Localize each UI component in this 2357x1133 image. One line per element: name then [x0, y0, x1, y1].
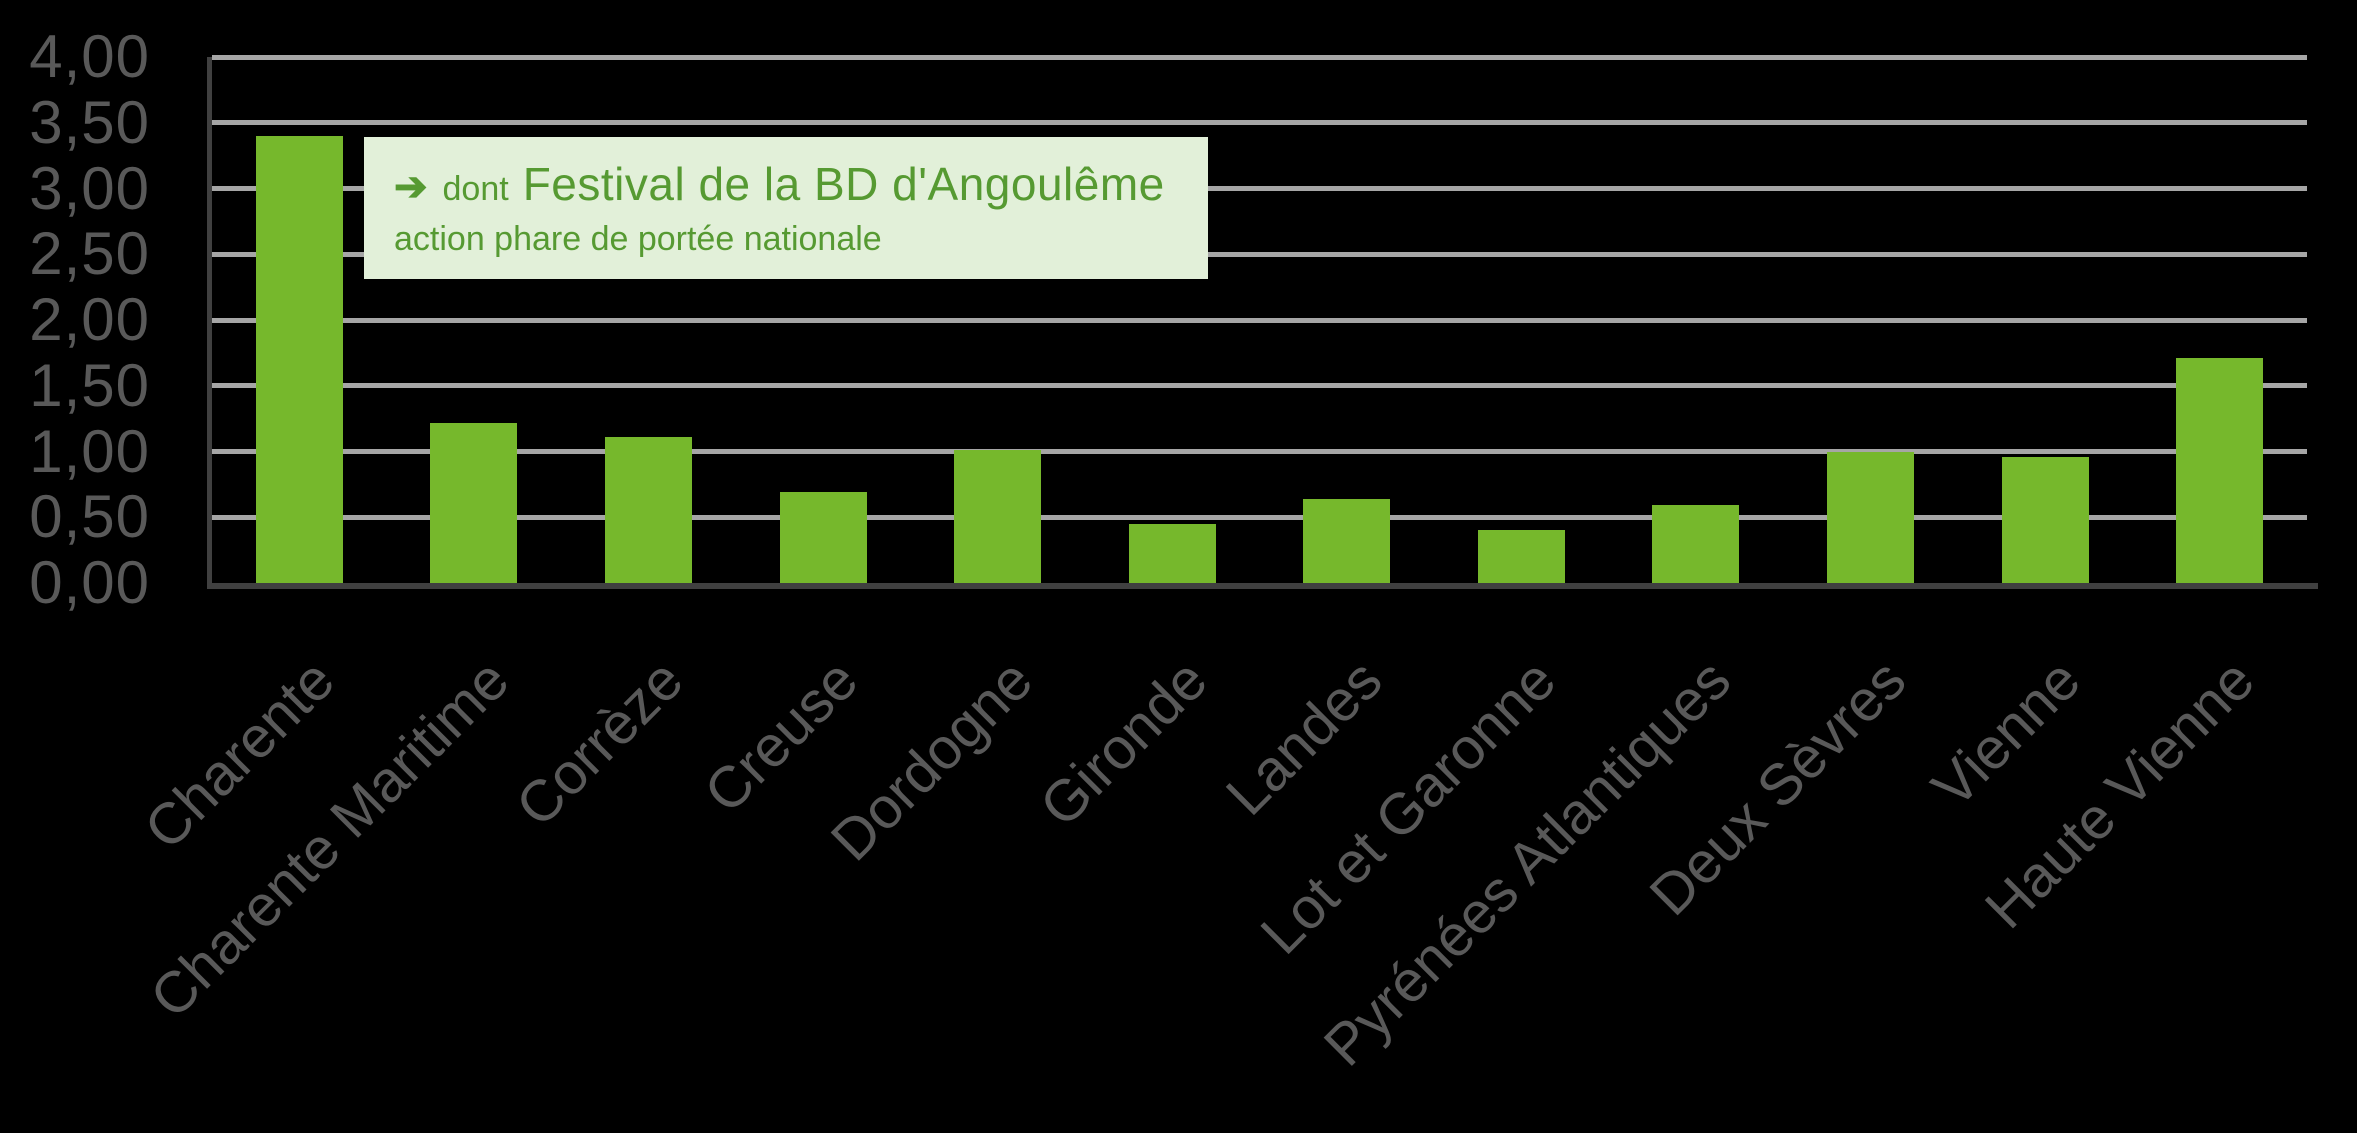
grid-line: [212, 120, 2307, 126]
bar-deux-s-vres: [1827, 451, 1915, 583]
bar-dordogne: [954, 450, 1042, 583]
y-tick-label: 3,00: [29, 154, 150, 222]
bar-gironde: [1128, 523, 1216, 583]
grid-line: [212, 449, 2307, 454]
y-tick-label: 2,00: [29, 286, 150, 353]
x-axis-line: [207, 583, 2318, 589]
bar-creuse: [779, 492, 867, 583]
grid-line: [212, 514, 2307, 520]
bar-haute-vienne: [2176, 358, 2264, 583]
x-tick-label: Corrèze: [503, 647, 696, 840]
right-arrow-icon: ➔: [394, 165, 428, 209]
y-tick-label: 2,50: [29, 220, 150, 288]
grid-line: [212, 54, 2307, 60]
bar-charente-maritime: [430, 422, 518, 583]
bar-charente: [255, 135, 343, 583]
bar-lot-et-garonne: [1477, 530, 1565, 583]
annotation-note: action phare de portée nationale: [394, 220, 882, 258]
annotation-line-1: ➔ dont Festival de la BD d'Angoulême: [394, 157, 1182, 211]
x-tick-label: Gironde: [1027, 647, 1220, 840]
y-tick-label: 4,00: [29, 23, 150, 90]
y-tick-label: 1,50: [29, 351, 150, 419]
bar-vienne: [2001, 456, 2089, 583]
y-tick-label: 3,50: [29, 88, 150, 156]
grid-line: [212, 383, 2307, 389]
bar-corr-ze: [604, 437, 692, 583]
y-axis-line: [207, 57, 212, 589]
bar-landes: [1303, 498, 1391, 583]
x-tick-label: Vienne: [1919, 647, 2093, 821]
y-tick-label: 1,00: [29, 417, 150, 485]
grid-line: [212, 186, 2307, 191]
y-tick-label: 0,00: [29, 549, 150, 616]
plot-area: [207, 54, 2318, 589]
annotation-box: ➔ dont Festival de la BD d'Angoulême act…: [364, 137, 1208, 279]
x-tick-label: Creuse: [692, 647, 871, 826]
annotation-prefix: dont: [442, 170, 509, 208]
grid-line: [212, 251, 2307, 257]
x-tick-label: Landes: [1213, 647, 1394, 828]
annotation-highlight: Festival de la BD d'Angoulême: [522, 158, 1165, 210]
y-tick-label: 0,50: [29, 483, 150, 551]
bar-pyr-n-es-atlantiques: [1652, 505, 1740, 583]
grid-line: [212, 317, 2307, 323]
